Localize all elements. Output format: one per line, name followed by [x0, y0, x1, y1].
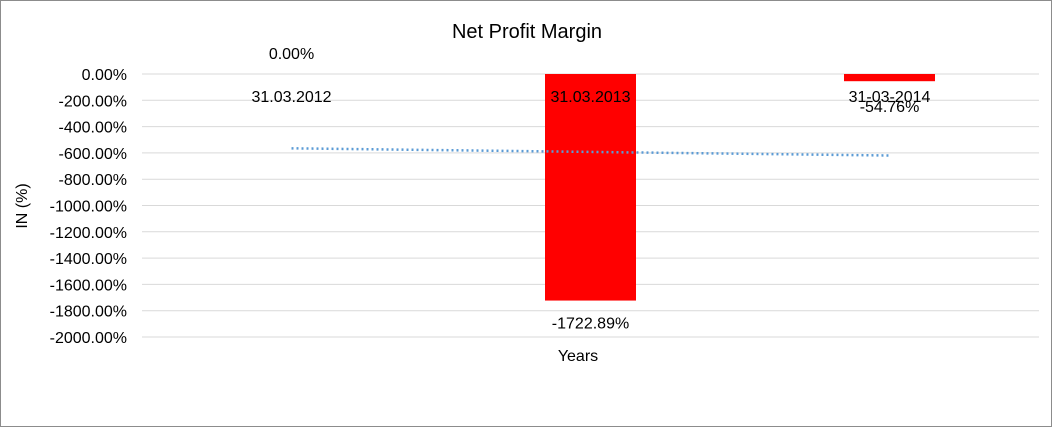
- y-tick-label: -1000.00%: [50, 199, 127, 216]
- bar: [844, 74, 935, 82]
- y-tick-label: -200.00%: [59, 93, 128, 110]
- data-label: -54.76%: [860, 99, 920, 116]
- category-label: 31.03.2013: [550, 89, 630, 106]
- category-label: 31-03-2014: [849, 89, 931, 106]
- y-tick-label: -1600.00%: [50, 277, 127, 294]
- y-tick-label: -1200.00%: [50, 225, 127, 242]
- category-label: 31.03.2012: [251, 89, 331, 106]
- bars: [545, 74, 935, 301]
- y-tick-labels: 0.00% -200.00% -400.00% -600.00% -800.00% -10…: [50, 67, 127, 347]
- data-labels: 0.00% -1722.89% -54.76%: [269, 46, 919, 333]
- data-label: 0.00%: [269, 46, 314, 63]
- y-tick-label: -600.00%: [59, 146, 128, 163]
- y-tick-label: -2000.00%: [50, 330, 127, 347]
- chart-title: Net Profit Margin: [452, 21, 602, 43]
- y-tick-label: -400.00%: [59, 120, 128, 137]
- bar: [545, 74, 636, 301]
- y-tick-label: -1800.00%: [50, 304, 127, 321]
- y-axis-title: IN (%): [14, 183, 31, 228]
- data-label: -1722.89%: [552, 316, 629, 333]
- category-labels: 31.03.2012 31.03.2013 31-03-2014: [251, 89, 930, 106]
- y-tick-label: -800.00%: [59, 172, 128, 189]
- x-axis-title: Years: [558, 348, 598, 365]
- y-tick-label: 0.00%: [82, 67, 127, 84]
- y-tick-label: -1400.00%: [50, 251, 127, 268]
